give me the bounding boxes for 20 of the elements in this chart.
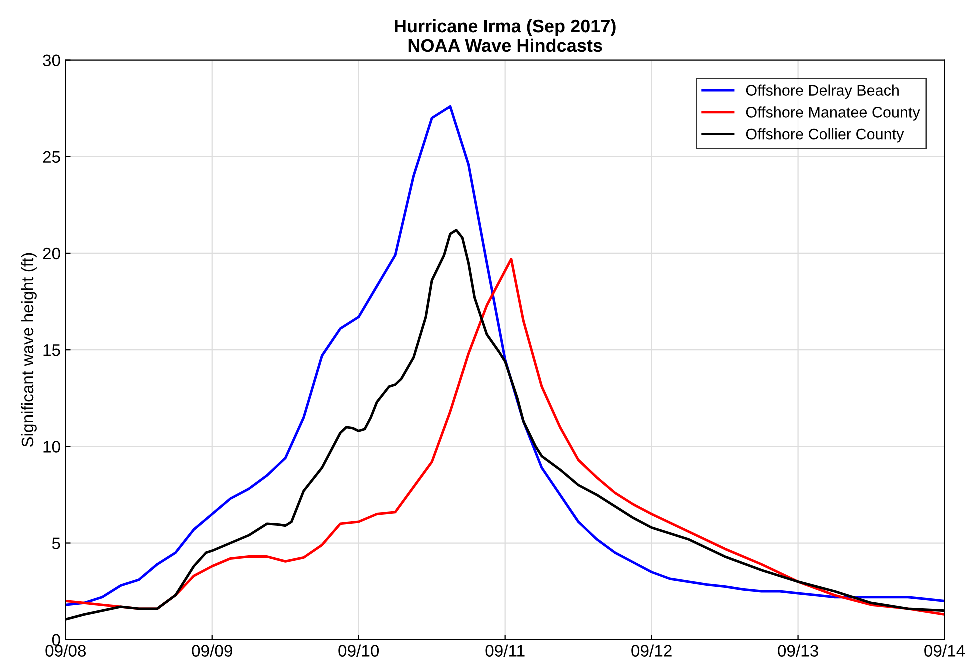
line-series bbox=[66, 105, 945, 606]
legend-label: Offshore Collier County bbox=[746, 128, 904, 143]
x-tick-label: 09/11 bbox=[486, 644, 525, 657]
y-tick-label: 30 bbox=[43, 54, 60, 67]
y-tick-label: 10 bbox=[44, 441, 60, 453]
x-tick-label: 09/14 bbox=[924, 644, 966, 657]
legend-label: Offshore Manatee County bbox=[746, 106, 920, 121]
chart-title: Hurricane Irma (Sep 2017) NOAA Wave Hindcasts bbox=[395, 19, 616, 52]
y-tick-label: 0 bbox=[52, 634, 60, 646]
y-tick-label: 25 bbox=[43, 151, 60, 164]
x-tick-label: 09/12 bbox=[632, 644, 672, 657]
x-tick-label: 09/09 bbox=[192, 644, 232, 657]
legend-label: Offshore Delray Beach bbox=[746, 84, 899, 99]
x-tick-label: 09/10 bbox=[338, 644, 380, 657]
y-tick-label: 20 bbox=[43, 248, 60, 260]
y-tick-label: 15 bbox=[44, 344, 60, 356]
y-axis-title: Significant wave height (ft) bbox=[21, 253, 37, 448]
x-tick-label: 09/13 bbox=[778, 644, 818, 657]
y-tick-label: 5 bbox=[52, 538, 60, 550]
x-tick-label: 09/08 bbox=[46, 644, 86, 657]
